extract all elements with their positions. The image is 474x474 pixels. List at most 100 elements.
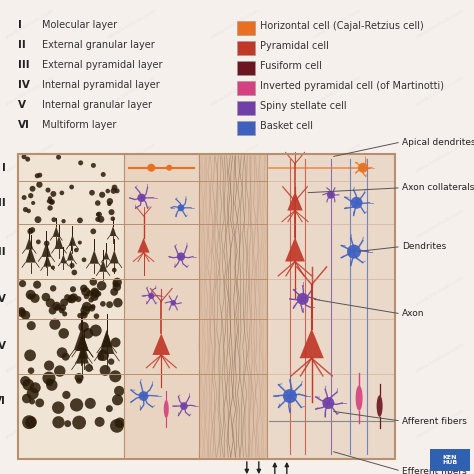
Circle shape bbox=[112, 268, 117, 273]
Text: IV: IV bbox=[18, 80, 30, 90]
Polygon shape bbox=[41, 242, 51, 257]
Circle shape bbox=[327, 191, 335, 199]
Circle shape bbox=[56, 155, 61, 160]
Circle shape bbox=[112, 185, 118, 191]
Circle shape bbox=[109, 370, 121, 383]
Circle shape bbox=[107, 202, 111, 206]
Circle shape bbox=[97, 281, 107, 291]
Text: www.kenhub.com: www.kenhub.com bbox=[107, 74, 158, 107]
Circle shape bbox=[46, 298, 55, 308]
Bar bbox=[237, 41, 255, 55]
Circle shape bbox=[88, 297, 94, 302]
Text: www.kenhub.com: www.kenhub.com bbox=[5, 208, 55, 240]
Circle shape bbox=[59, 304, 66, 311]
Circle shape bbox=[96, 212, 102, 217]
Text: www.kenhub.com: www.kenhub.com bbox=[210, 274, 260, 307]
Circle shape bbox=[351, 197, 363, 209]
Circle shape bbox=[21, 154, 27, 159]
Circle shape bbox=[171, 300, 176, 306]
Circle shape bbox=[81, 311, 88, 319]
Circle shape bbox=[81, 311, 86, 316]
Circle shape bbox=[82, 302, 91, 311]
Polygon shape bbox=[69, 235, 76, 246]
Circle shape bbox=[19, 280, 26, 287]
Circle shape bbox=[33, 281, 41, 289]
Text: Axon collaterals: Axon collaterals bbox=[402, 183, 474, 192]
Circle shape bbox=[283, 389, 297, 403]
Polygon shape bbox=[76, 332, 89, 351]
Circle shape bbox=[100, 301, 106, 307]
Circle shape bbox=[70, 286, 76, 292]
Circle shape bbox=[74, 248, 79, 252]
Circle shape bbox=[89, 305, 95, 311]
Circle shape bbox=[37, 173, 42, 178]
Circle shape bbox=[110, 217, 115, 221]
Circle shape bbox=[91, 228, 96, 234]
Circle shape bbox=[74, 373, 83, 382]
Circle shape bbox=[46, 378, 54, 386]
Circle shape bbox=[47, 205, 53, 210]
Bar bbox=[237, 121, 255, 135]
Circle shape bbox=[110, 419, 124, 433]
Text: www.kenhub.com: www.kenhub.com bbox=[415, 408, 465, 440]
Circle shape bbox=[112, 394, 123, 405]
Circle shape bbox=[78, 240, 82, 245]
Polygon shape bbox=[153, 333, 170, 355]
Circle shape bbox=[59, 308, 64, 313]
Ellipse shape bbox=[356, 385, 363, 410]
Circle shape bbox=[81, 306, 90, 315]
Circle shape bbox=[98, 354, 105, 361]
Circle shape bbox=[96, 291, 101, 297]
Polygon shape bbox=[43, 255, 52, 267]
Bar bbox=[18, 154, 124, 459]
Text: www.kenhub.com: www.kenhub.com bbox=[107, 208, 158, 240]
Circle shape bbox=[89, 190, 95, 196]
Circle shape bbox=[29, 398, 35, 404]
Polygon shape bbox=[67, 250, 74, 261]
Circle shape bbox=[30, 382, 41, 393]
Circle shape bbox=[70, 398, 83, 411]
Circle shape bbox=[70, 293, 78, 301]
Circle shape bbox=[49, 319, 61, 330]
Circle shape bbox=[77, 218, 83, 223]
Polygon shape bbox=[99, 260, 107, 272]
Bar bbox=[237, 81, 255, 95]
Circle shape bbox=[90, 278, 97, 286]
Bar bbox=[430, 449, 470, 471]
Circle shape bbox=[52, 401, 64, 414]
Circle shape bbox=[322, 397, 334, 409]
Circle shape bbox=[50, 191, 56, 197]
Circle shape bbox=[106, 405, 113, 412]
Text: I: I bbox=[2, 163, 6, 173]
Circle shape bbox=[49, 199, 54, 204]
Text: IV: IV bbox=[0, 294, 6, 304]
Circle shape bbox=[76, 377, 82, 384]
Text: www.kenhub.com: www.kenhub.com bbox=[415, 141, 465, 173]
Circle shape bbox=[85, 398, 96, 409]
Circle shape bbox=[358, 163, 368, 173]
Circle shape bbox=[35, 216, 41, 223]
Ellipse shape bbox=[377, 395, 383, 417]
Polygon shape bbox=[60, 254, 66, 263]
Text: www.kenhub.com: www.kenhub.com bbox=[210, 74, 260, 107]
Circle shape bbox=[115, 188, 119, 193]
Text: Internal pyramidal layer: Internal pyramidal layer bbox=[42, 80, 160, 90]
Circle shape bbox=[55, 304, 61, 310]
Circle shape bbox=[28, 293, 33, 299]
Circle shape bbox=[22, 394, 31, 403]
Text: Horizontal cell (Cajal-Retzius cell): Horizontal cell (Cajal-Retzius cell) bbox=[260, 21, 424, 31]
Circle shape bbox=[95, 417, 105, 427]
Text: www.kenhub.com: www.kenhub.com bbox=[210, 408, 260, 440]
Text: External granular layer: External granular layer bbox=[42, 40, 155, 50]
Circle shape bbox=[62, 219, 66, 223]
Circle shape bbox=[54, 365, 65, 377]
Circle shape bbox=[148, 293, 155, 299]
Circle shape bbox=[87, 291, 93, 297]
Circle shape bbox=[91, 288, 99, 296]
Circle shape bbox=[94, 313, 99, 319]
Polygon shape bbox=[25, 237, 34, 250]
Circle shape bbox=[30, 293, 40, 303]
Circle shape bbox=[177, 252, 185, 261]
Polygon shape bbox=[26, 247, 36, 263]
Text: www.kenhub.com: www.kenhub.com bbox=[5, 341, 55, 374]
